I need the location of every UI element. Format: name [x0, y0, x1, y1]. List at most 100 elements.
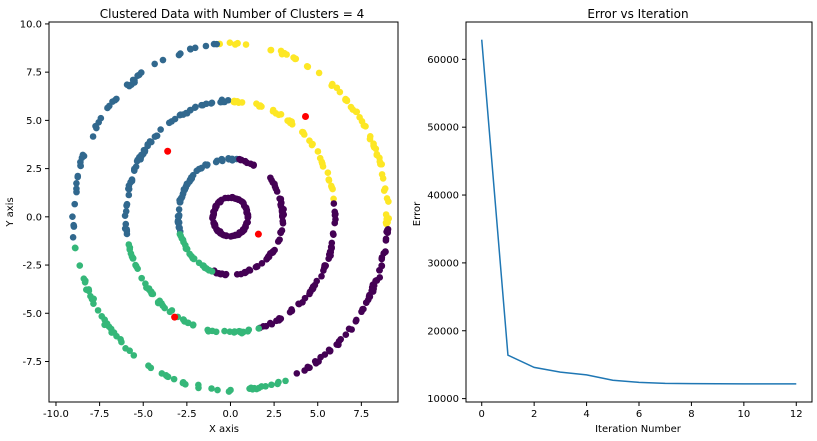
scatter-point — [177, 232, 185, 240]
scatter-point — [71, 200, 79, 208]
scatter-point — [184, 319, 192, 327]
scatter-point — [175, 206, 183, 213]
scatter-point — [198, 164, 206, 172]
scatter-point — [170, 375, 178, 383]
scatter-point — [353, 316, 360, 324]
scatter-point — [304, 63, 312, 71]
scatter-point — [208, 268, 216, 275]
scatter-point — [309, 283, 317, 290]
scatter-point — [195, 381, 202, 389]
scatter-point — [276, 236, 283, 243]
line-x-axis-label: Iteration Number — [595, 424, 682, 435]
scatter-point — [330, 200, 338, 207]
scatter-point — [332, 210, 339, 218]
scatter-point — [175, 51, 183, 59]
scatter-point — [318, 272, 325, 280]
scatter-point — [241, 269, 249, 276]
scatter-point — [168, 118, 175, 125]
scatter-point — [212, 158, 220, 166]
line-x-ticks: 0 2 4 6 8 10 12 — [479, 402, 803, 420]
scatter-x-tick-label: 0.0 — [223, 409, 239, 420]
scatter-point — [218, 155, 225, 163]
scatter-point — [330, 231, 337, 238]
scatter-point — [327, 252, 334, 259]
scatter-point — [331, 219, 339, 227]
scatter-point — [380, 187, 388, 194]
centroid-point — [302, 113, 310, 121]
scatter-point — [301, 294, 309, 302]
line-y-tick-label: 30000 — [427, 258, 459, 269]
scatter-point — [240, 199, 247, 207]
scatter-point — [329, 185, 336, 193]
scatter-point — [324, 169, 332, 176]
scatter-point — [319, 160, 326, 167]
scatter-point — [376, 158, 384, 165]
scatter-point — [225, 156, 233, 163]
scatter-point — [180, 316, 187, 324]
scatter-point — [383, 195, 391, 202]
scatter-point — [166, 308, 174, 316]
scatter-point — [214, 227, 221, 235]
line-x-tick-label: 12 — [790, 409, 803, 420]
centroid-point — [171, 313, 179, 321]
scatter-point — [122, 208, 130, 215]
scatter-point — [73, 188, 80, 196]
scatter-point — [315, 358, 322, 365]
scatter-point — [208, 99, 216, 107]
scatter-point — [110, 329, 118, 336]
scatter-point — [325, 346, 333, 354]
scatter-point — [85, 287, 93, 295]
centroid-point — [254, 230, 262, 238]
error-line-chart: Error vs Iteration 0 2 4 6 8 10 12 10000 20000 3… — [412, 7, 813, 435]
scatter-point — [210, 40, 218, 48]
scatter-point — [69, 213, 76, 220]
scatter-y-tick-label: -2.5 — [22, 261, 42, 272]
line-x-tick-label: 4 — [583, 409, 589, 420]
scatter-point — [364, 296, 372, 304]
scatter-point — [151, 60, 158, 68]
scatter-x-tick-label: -7.5 — [90, 409, 110, 420]
scatter-point — [267, 46, 275, 54]
scatter-y-ticks: -7.5 -5.0 -2.5 0.0 2.5 5.0 7.5 10.0 — [20, 19, 49, 368]
scatter-point — [201, 264, 209, 272]
scatter-point — [253, 262, 261, 270]
scatter-point — [98, 312, 106, 320]
scatter-point — [93, 124, 100, 132]
scatter-point — [219, 98, 227, 106]
scatter-point — [89, 133, 97, 140]
scatter-point — [71, 244, 79, 252]
line-y-tick-label: 20000 — [427, 326, 459, 337]
scatter-point — [221, 327, 228, 335]
line-y-ticks: 10000 20000 30000 40000 50000 60000 — [427, 55, 466, 405]
scatter-point — [241, 157, 249, 165]
scatter-point — [208, 385, 215, 392]
scatter-point — [212, 328, 220, 336]
scatter-point — [202, 100, 210, 108]
scatter-point — [157, 126, 164, 133]
line-x-tick-label: 0 — [479, 409, 485, 420]
line-y-tick-label: 50000 — [427, 123, 459, 134]
scatter-point — [253, 385, 260, 393]
scatter-point — [248, 385, 255, 392]
scatter-point — [295, 300, 303, 308]
scatter-point — [242, 204, 250, 212]
scatter-point — [90, 295, 97, 303]
scatter-point — [342, 331, 350, 338]
line-x-tick-label: 8 — [688, 409, 694, 420]
scatter-x-tick-label: -5.0 — [133, 409, 153, 420]
scatter-point — [315, 69, 323, 77]
scatter-x-tick-label: 7.5 — [353, 409, 369, 420]
scatter-point — [125, 241, 133, 248]
scatter-point — [195, 259, 203, 267]
scatter-point — [125, 191, 133, 199]
scatter-point — [293, 370, 301, 377]
scatter-point — [204, 326, 211, 334]
scatter-point — [231, 41, 239, 48]
scatter-point — [182, 184, 189, 192]
scatter-point — [190, 255, 198, 263]
scatter-point — [378, 262, 386, 270]
scatter-point — [314, 148, 322, 155]
line-y-tick-label: 40000 — [427, 191, 459, 202]
scatter-x-tick-label: 2.5 — [266, 409, 282, 420]
